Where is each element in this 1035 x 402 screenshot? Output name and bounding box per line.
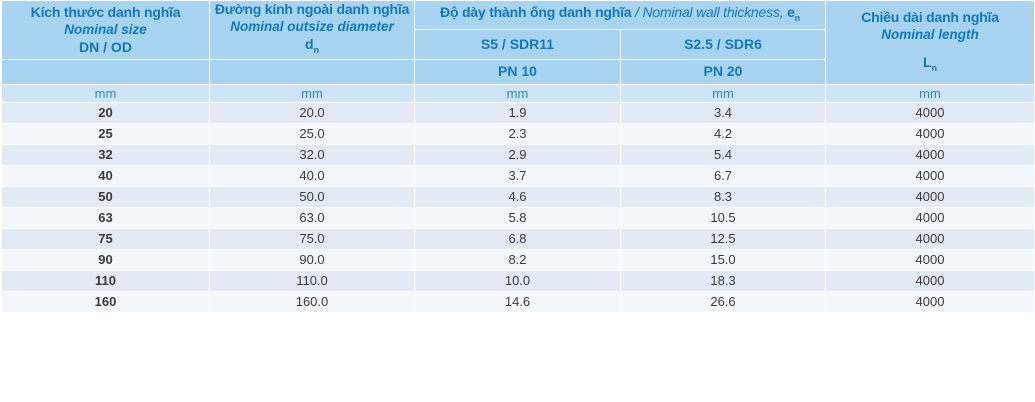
unit-cell: mm <box>414 83 621 103</box>
od-cell: 40.0 <box>209 164 415 187</box>
series-s2-5-label: S2.5 / SDR6 <box>684 36 762 53</box>
s2-5-cell: 6.7 <box>619 164 827 187</box>
s5-cell: 2.3 <box>414 122 621 145</box>
od-cell: 32.0 <box>209 143 415 166</box>
length-cell: 4000 <box>825 143 1035 166</box>
header-wall-thickness-symbol: en <box>787 3 800 23</box>
s5-cell: 4.6 <box>414 185 621 208</box>
s5-cell: 5.8 <box>414 206 621 229</box>
s2-5-cell: 12.5 <box>619 227 827 250</box>
table-row: 160 160.0 14.6 26.6 4000 <box>1 290 1035 313</box>
pn10-label: PN 10 <box>498 63 537 80</box>
dn-cell: 50 <box>1 185 210 208</box>
s2-5-cell: 8.3 <box>619 185 827 208</box>
length-cell: 4000 <box>825 122 1035 145</box>
unit-cell: mm <box>825 83 1035 103</box>
length-cell: 4000 <box>825 248 1035 271</box>
unit-cell: mm <box>1 83 210 103</box>
table-row: 50 50.0 4.6 8.3 4000 <box>1 185 1035 208</box>
s2-5-cell: 4.2 <box>619 122 827 145</box>
table-row: 32 32.0 2.9 5.4 4000 <box>1 143 1035 166</box>
dn-cell: 40 <box>1 164 210 187</box>
table-row: 75 75.0 6.8 12.5 4000 <box>1 227 1035 250</box>
header-nominal-size: Kích thước danh nghĩa Nominal size DN / … <box>1 0 210 60</box>
length-cell: 4000 <box>825 164 1035 187</box>
table-header: Kích thước danh nghĩa Nominal size DN / … <box>1 0 1035 103</box>
header-nominal-length: Chiều dài danh nghĩa Nominal length Ln <box>825 0 1035 85</box>
table-row: 25 25.0 2.3 4.2 4000 <box>1 122 1035 145</box>
od-cell: 160.0 <box>209 290 415 313</box>
s2-5-cell: 26.6 <box>619 290 827 313</box>
od-cell: 25.0 <box>209 122 415 145</box>
s2-5-cell: 18.3 <box>619 269 827 292</box>
od-cell: 50.0 <box>209 185 415 208</box>
od-cell: 110.0 <box>209 269 415 292</box>
header-wall-thickness-separator: / <box>631 3 643 20</box>
length-cell: 4000 <box>825 269 1035 292</box>
table-body: 20 20.0 1.9 3.4 4000 25 25.0 2.3 4.2 4000 32 32.0… <box>1 101 1035 313</box>
table-row: 110 110.0 10.0 18.3 4000 <box>1 269 1035 292</box>
unit-cell: mm <box>209 83 415 103</box>
s5-cell: 3.7 <box>414 164 621 187</box>
table-row: 20 20.0 1.9 3.4 4000 <box>1 101 1035 124</box>
header-nominal-size-subtitle: Nominal size <box>64 21 147 37</box>
header-outside-diameter: Đường kính ngoài danh nghĩa Nominal outs… <box>209 0 415 60</box>
header-nominal-size-code: DN / OD <box>79 38 132 55</box>
s5-cell: 10.0 <box>414 269 621 292</box>
s5-cell: 2.9 <box>414 143 621 166</box>
header-outside-diameter-subtitle: Nominal outsize diameter <box>230 19 394 34</box>
pn20-label: PN 20 <box>703 63 743 80</box>
dn-cell: 160 <box>1 290 210 313</box>
od-cell: 20.0 <box>209 101 415 124</box>
header-spacer-col1 <box>1 58 210 85</box>
length-cell: 4000 <box>825 185 1035 208</box>
units-row: mm mm mm mm mm <box>1 83 1035 103</box>
s2-5-cell: 5.4 <box>619 143 827 166</box>
header-wall-thickness: Độ dày thành ống danh nghĩa / Nominal wa… <box>413 0 827 31</box>
length-cell: 4000 <box>825 290 1035 313</box>
length-cell: 4000 <box>825 101 1035 124</box>
s2-5-cell: 10.5 <box>619 206 827 229</box>
dn-cell: 110 <box>1 269 210 292</box>
s2-5-cell: 3.4 <box>619 101 827 124</box>
s2-5-cell: 15.0 <box>619 248 827 271</box>
header-pn20: PN 20 <box>619 58 827 85</box>
header-nominal-size-title: Kích thước danh nghĩa <box>30 3 181 20</box>
series-s5-label: S5 / SDR11 <box>480 36 555 53</box>
od-cell: 63.0 <box>209 206 415 229</box>
dn-cell: 25 <box>1 122 210 145</box>
header-nominal-length-title: Chiều dài danh nghĩa <box>861 8 999 25</box>
header-wall-thickness-title: Độ dày thành ống danh nghĩa <box>440 3 632 20</box>
pipe-dimensions-table: Kích thước danh nghĩa Nominal size DN / … <box>1 0 1035 313</box>
s5-cell: 14.6 <box>414 290 621 313</box>
header-series-s5: S5 / SDR11 <box>414 29 621 60</box>
header-nominal-length-symbol: Ln <box>922 53 938 73</box>
header-series-s2-5: S2.5 / SDR6 <box>619 29 827 60</box>
header-nominal-length-subtitle: Nominal length <box>881 26 979 42</box>
table-row: 63 63.0 5.8 10.5 4000 <box>1 206 1035 229</box>
table-row: 40 40.0 3.7 6.7 4000 <box>1 164 1035 187</box>
table-row: 90 90.0 8.2 15.0 4000 <box>1 248 1035 271</box>
length-cell: 4000 <box>825 227 1035 250</box>
dn-cell: 32 <box>1 143 210 166</box>
s5-cell: 1.9 <box>414 101 621 124</box>
s5-cell: 8.2 <box>414 248 621 271</box>
dn-cell: 75 <box>1 227 210 250</box>
header-outside-diameter-title: Đường kính ngoài danh nghĩa <box>214 1 410 17</box>
dn-cell: 90 <box>1 248 210 271</box>
header-wall-thickness-subtitle: Nominal wall thickness, <box>642 3 788 20</box>
od-cell: 75.0 <box>209 227 415 250</box>
header-outside-diameter-symbol: dn <box>304 36 320 55</box>
length-cell: 4000 <box>825 206 1035 229</box>
dn-cell: 63 <box>1 206 210 229</box>
od-cell: 90.0 <box>209 248 415 271</box>
dn-cell: 20 <box>1 101 210 124</box>
header-spacer-col2 <box>209 58 415 85</box>
unit-cell: mm <box>619 83 827 103</box>
header-pn10: PN 10 <box>414 58 621 85</box>
s5-cell: 6.8 <box>414 227 621 250</box>
